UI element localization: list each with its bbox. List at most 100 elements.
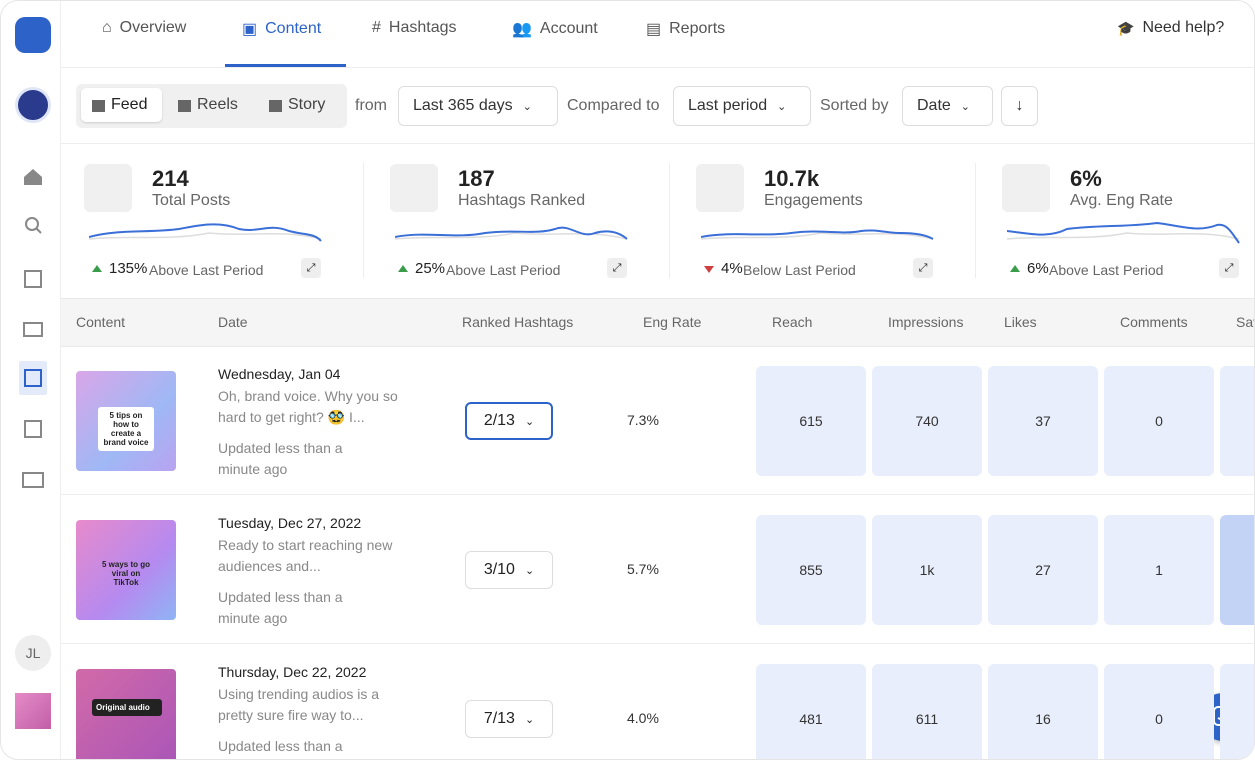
eng-rate: 4.0%	[627, 710, 659, 726]
post-updated: Updated less than a minute ago	[218, 738, 343, 754]
post-date: Tuesday, Dec 27, 2022	[218, 515, 362, 531]
stat-label: Avg. Eng Rate	[1070, 192, 1173, 209]
stat-icon	[84, 164, 132, 212]
post-caption: Oh, brand voice. Why you so hard to get …	[218, 388, 398, 425]
stat-change: 25%	[415, 260, 446, 277]
metric-cell: 740	[872, 366, 982, 476]
tab-icon: ⌂	[102, 19, 112, 36]
metric-cell-partial	[1220, 664, 1254, 759]
thumbnail[interactable]: 5 tips on how to create a brand voice	[76, 371, 176, 471]
thumbnail-caption: 5 ways to go viral on TikTok	[102, 560, 151, 587]
expand-button[interactable]: ⤢	[301, 258, 321, 278]
tab-label: Reports	[669, 20, 726, 37]
table-header	[61, 298, 1254, 347]
tab-icon: ▣	[242, 21, 258, 38]
column-header[interactable]: Date	[218, 314, 248, 330]
column-header[interactable]: Comments	[1120, 314, 1188, 330]
expand-button[interactable]: ⤢	[913, 258, 933, 278]
hashtag-value: 7/13	[483, 710, 515, 727]
tab-icon: #	[372, 19, 381, 36]
tab-icon: ▤	[646, 21, 662, 38]
metric-cell-partial	[1220, 515, 1254, 625]
logo[interactable]	[15, 17, 51, 53]
stat-icon	[696, 164, 744, 212]
column-header[interactable]: Content	[76, 314, 126, 330]
brand-thumbnail[interactable]	[15, 693, 51, 729]
chevron: ⌄	[524, 713, 535, 726]
stat-change-text: Below Last Period	[743, 262, 856, 278]
column-header[interactable]: Impressions	[888, 314, 964, 330]
tab-label: Account	[539, 20, 598, 37]
column-header[interactable]: Likes	[1004, 314, 1037, 330]
expand-button[interactable]: ⤢	[607, 258, 627, 278]
post-caption: Ready to start reaching new audiences an…	[218, 537, 393, 574]
nav-border	[61, 67, 1254, 68]
metric-cell: 611	[872, 664, 982, 759]
side-icons[interactable]	[19, 161, 47, 501]
sort-select[interactable]: Date ⌄	[902, 86, 993, 126]
thumbnail[interactable]: Original audio	[76, 669, 176, 759]
tab-icon: 👥	[512, 21, 532, 38]
post-caption: Using trending audios is a pretty sure f…	[218, 686, 380, 723]
range-select[interactable]: Last 365 days ⌄	[398, 86, 558, 126]
nav-tab[interactable]: 👥 Account	[512, 19, 598, 39]
stat-change-text: Above Last Period	[149, 262, 264, 278]
stat-icon	[1002, 164, 1050, 212]
stat-change: 4%	[721, 260, 743, 277]
stat-label: Hashtags Ranked	[458, 192, 586, 209]
compare-text: Last period	[688, 97, 768, 114]
trend-arrow	[1010, 265, 1020, 272]
account-avatar[interactable]	[15, 87, 51, 123]
expand-button[interactable]: ⤢	[1219, 258, 1239, 278]
nav-tab[interactable]: ⌂ Overview	[102, 19, 186, 37]
type-option[interactable]: Feed	[92, 96, 148, 114]
tab-label: Content	[265, 20, 322, 37]
eng-rate: 7.3%	[627, 412, 659, 428]
metric-cell: 615	[756, 366, 866, 476]
chevron: ⌄	[524, 564, 535, 577]
post-date: Wednesday, Jan 04	[218, 366, 341, 382]
metric-cell: 1k	[872, 515, 982, 625]
hashtag-select[interactable]: 2/13 ⌄	[465, 402, 553, 440]
sparkline	[1007, 221, 1240, 244]
compare-label: Compared to	[567, 97, 660, 114]
help-link[interactable]: 🎓 Need help?	[1117, 19, 1225, 36]
column-header[interactable]: Saves	[1236, 314, 1254, 330]
column-header[interactable]: Eng Rate	[643, 314, 702, 330]
sort-direction[interactable]: ↓	[1001, 86, 1038, 126]
nav-tab[interactable]: ▣ Content	[242, 19, 321, 39]
metric-cell: 37	[988, 366, 1098, 476]
metric-cell: 0	[1104, 664, 1214, 759]
type-option[interactable]: Reels	[178, 96, 238, 114]
type-option[interactable]: Story	[269, 96, 326, 114]
sort-text: Date	[917, 97, 951, 114]
sort-label: Sorted by	[820, 97, 889, 114]
thumbnail[interactable]: 5 ways to go viral on TikTok	[76, 520, 176, 620]
metric-cell: 16	[988, 664, 1098, 759]
trend-arrow	[92, 265, 102, 272]
sparkline	[395, 226, 628, 240]
thumbnail-caption: Original audio	[92, 699, 162, 716]
metric-cell: 0	[1104, 366, 1214, 476]
post-updated: Updated less than a minute ago	[218, 589, 343, 626]
range-text: Last 365 days	[413, 97, 513, 114]
metric-cell: 27	[988, 515, 1098, 625]
hashtag-select[interactable]: 7/13 ⌄	[465, 700, 553, 738]
trend-arrow	[704, 266, 714, 273]
stat-value: 214	[152, 166, 189, 191]
nav-tab[interactable]: # Hashtags	[372, 19, 457, 37]
column-header[interactable]: Ranked Hashtags	[462, 314, 574, 330]
metric-cell: 481	[756, 664, 866, 759]
column-header[interactable]: Reach	[772, 314, 813, 330]
hashtag-select[interactable]: 3/10 ⌄	[465, 551, 553, 589]
tab-indicator	[225, 64, 346, 67]
nav-tab[interactable]: ▤ Reports	[646, 19, 725, 39]
sparkline	[89, 223, 322, 242]
compare-select[interactable]: Last period ⌄	[673, 86, 811, 126]
stat-change: 6%	[1027, 260, 1049, 277]
filter-border	[61, 143, 1254, 144]
sparkline	[701, 229, 934, 240]
hashtag-value: 2/13	[483, 412, 515, 429]
user-initials[interactable]: JL	[15, 635, 51, 671]
